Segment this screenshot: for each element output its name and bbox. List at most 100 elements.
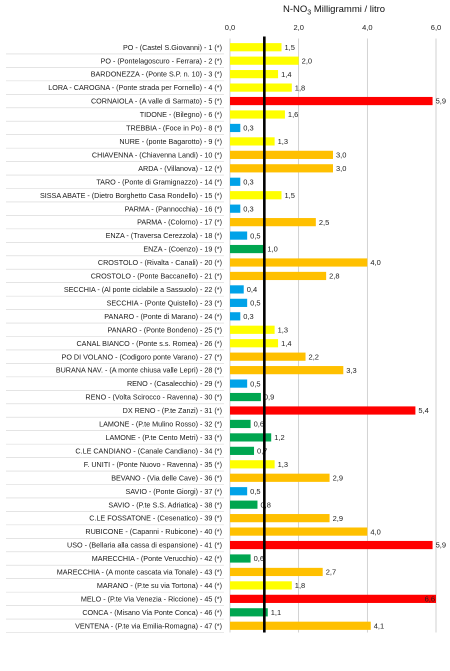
category-label: PANARO - (Ponte Bondeno) - 25 (*) <box>107 325 222 334</box>
bar <box>230 244 265 254</box>
chart-row: PANARO - (Ponte Bondeno) - 25 (*) 1,3 <box>6 325 288 337</box>
value-label: 0,4 <box>247 285 257 294</box>
bar <box>230 218 316 227</box>
category-label: SECCHIA - (Al ponte ciclabile a Sassuolo… <box>64 285 222 294</box>
chart-row: SAVIO - (P.te S.S. Adriatica) - 38 (*) 0,… <box>6 500 271 512</box>
bar <box>230 231 248 240</box>
bar <box>230 83 292 92</box>
bar <box>230 379 248 388</box>
value-label: 1,3 <box>278 137 288 146</box>
bar <box>230 150 333 159</box>
bar <box>230 500 258 509</box>
value-label: 1,1 <box>271 608 281 617</box>
value-label: 0,3 <box>243 312 253 321</box>
value-label: 2,0 <box>302 56 312 65</box>
x-tick-label: 0,0 <box>225 23 235 32</box>
category-label: LAMONE - (P.te Mulino Rosso) - 32 (*) <box>99 420 222 429</box>
category-label: CROSTOLO - (Rivalta - Canali) - 20 (*) <box>98 258 222 267</box>
chart-row: DX RENO - (P.te Zanzi) - 31 (*) 5,4 <box>6 406 429 418</box>
category-label: F. UNITI - (Ponte Nuovo - Ravenna) - 35 … <box>84 460 222 469</box>
chart-row: MELO - (P.te Via Venezia - Riccione) - 4… <box>6 594 436 606</box>
category-label: PO - (Pontelagoscuro - Ferrara) - 2 (*) <box>101 56 222 65</box>
category-label: PO - (Castel S.Giovanni) - 1 (*) <box>123 43 222 52</box>
bar <box>230 608 268 617</box>
value-label: 0,6 <box>254 420 264 429</box>
bar <box>230 581 292 590</box>
category-label: SAVIO - (Ponte Giorgi) - 37 (*) <box>125 487 222 496</box>
chart-row: PARMA - (Colorno) - 17 (*) 2,5 <box>6 218 329 230</box>
value-label: 0,5 <box>250 299 260 308</box>
value-label: 1,8 <box>295 83 305 92</box>
chart-row: PANARO - (Ponte di Marano) - 24 (*) 0,3 <box>6 312 254 324</box>
value-label: 4,1 <box>374 621 384 630</box>
x-axis-ticks: 0,0 2,0 4,0 6,0 <box>225 23 441 32</box>
bar <box>230 554 251 563</box>
chart-row: ENZA - (Coenzo) - 19 (*) 1,0 <box>6 244 278 257</box>
chart-row: TREBBIA - (Foce in Po) - 8 (*) 0,3 <box>6 124 254 135</box>
chart-row: PO DI VOLANO - (Codigoro ponte Varano) -… <box>6 352 319 364</box>
category-label: USO - (Bellaria alla cassa di espansione… <box>67 541 222 550</box>
value-label: 5,9 <box>436 97 446 106</box>
category-label: VENTENA - (P.te via Emilia-Romagna) - 47… <box>75 621 222 630</box>
value-label: 2,5 <box>319 218 329 227</box>
category-label: SECCHIA - (Ponte Quistello) - 23 (*) <box>107 298 222 307</box>
bar <box>230 285 244 294</box>
chart-row: CHIAVENNA - (Chiavenna Landi) - 10 (*) 3,… <box>6 150 346 162</box>
bar <box>230 392 261 402</box>
value-label: 0,3 <box>243 204 253 213</box>
chart-row: LORA - CAROGNA - (Ponte strada per Forne… <box>6 83 305 95</box>
chart-row: CONCA - (Misano Via Ponte Conca) - 46 (*… <box>6 608 281 620</box>
value-label: 1,5 <box>285 191 295 200</box>
category-label: BARDONEZZA - (Ponte S.P. n. 10) - 3 (*) <box>91 70 222 79</box>
value-label: 0,8 <box>260 500 270 509</box>
category-label: C.LE FOSSATONE - (Cesenatico) - 39 (*) <box>89 514 222 523</box>
value-label: 0,5 <box>250 379 260 388</box>
bar <box>230 298 248 307</box>
category-label: BURANA NAV. - (A monte chiusa valle Lepr… <box>56 366 222 375</box>
bar <box>230 43 282 52</box>
bar <box>230 204 241 213</box>
bar <box>230 137 275 146</box>
value-label: 3,0 <box>336 164 346 173</box>
chart-row: TARO - (Ponte di Gramignazzo) - 14 (*) 0,… <box>6 177 254 189</box>
bar <box>230 339 279 348</box>
chart-row: BEVANO - (Via delle Cave) - 36 (*) 2,9 <box>6 473 343 485</box>
category-label: ENZA - (Traversa Cerezzola) - 18 (*) <box>106 231 222 240</box>
category-label: C.LE CANDIANO - (Canale Candiano) - 34 (… <box>75 446 222 455</box>
bar <box>230 419 251 429</box>
chart-row: VENTENA - (P.te via Emilia-Romagna) - 47… <box>6 621 384 633</box>
category-label: SAVIO - (P.te S.S. Adriatica) - 38 (*) <box>108 500 222 509</box>
value-label: 1,4 <box>281 70 291 79</box>
category-label: PO DI VOLANO - (Codigoro ponte Varano) -… <box>62 352 222 361</box>
category-label: SISSA ABATE - (Dietro Borghetto Casa Ron… <box>40 191 222 200</box>
value-label: 0,5 <box>250 231 260 240</box>
chart-row: C.LE CANDIANO - (Canale Candiano) - 34 (… <box>6 446 267 458</box>
bar <box>230 258 368 267</box>
value-label: 0,7 <box>257 447 267 456</box>
value-label: 2,8 <box>329 272 339 281</box>
chart-row: PO - (Pontelagoscuro - Ferrara) - 2 (*) 2… <box>6 56 312 68</box>
category-label: ARDA - (Villanova) - 12 (*) <box>138 164 222 173</box>
bar <box>230 567 323 577</box>
bar <box>230 460 275 469</box>
category-label: LAMONE - (P.te Cento Metri) - 33 (*) <box>106 433 223 442</box>
value-label: 3,0 <box>336 151 346 160</box>
chart-row: C.LE FOSSATONE - (Cesenatico) - 39 (*) 2,… <box>6 514 343 526</box>
value-label: 4,0 <box>370 527 380 536</box>
chart-row: MARECCHIA - (Ponte Verucchio) - 42 (*) 0,… <box>6 554 264 566</box>
chart-rows: PO - (Castel S.Giovanni) - 1 (*) 1,5 PO - … <box>6 43 446 633</box>
category-label: NURE - (ponte Bagarotto) - 9 (*) <box>119 137 222 146</box>
chart-row: F. UNITI - (Ponte Nuovo - Ravenna) - 35 … <box>6 460 288 472</box>
chart-row: BURANA NAV. - (A monte chiusa valle Lepr… <box>6 366 357 378</box>
bar <box>230 177 241 186</box>
chart-row: TIDONE - (Bilegno) - 6 (*) 1,6 <box>6 110 298 122</box>
value-label: 6,6 <box>425 595 435 604</box>
bar <box>230 191 282 200</box>
bar <box>230 540 433 550</box>
bar <box>230 527 368 536</box>
chart-row: NURE - (ponte Bagarotto) - 9 (*) 1,3 <box>6 137 288 149</box>
chart-row: RENO - (Volta Scirocco - Ravenna) - 30 (… <box>6 392 274 405</box>
category-label: PARMA - (Pannocchia) - 16 (*) <box>125 204 222 213</box>
chart-row: ARDA - (Villanova) - 12 (*) 3,0 <box>6 164 346 176</box>
bar <box>230 110 285 119</box>
